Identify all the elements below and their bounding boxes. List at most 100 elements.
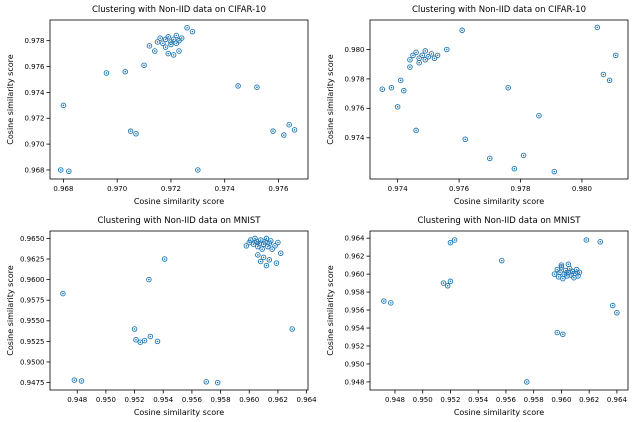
data-point-center [135, 338, 137, 341]
data-point-center [433, 57, 436, 60]
data-point-center [279, 252, 282, 255]
data-point-center [556, 268, 559, 271]
data-point [410, 52, 416, 59]
data-point [71, 377, 78, 383]
data-point [413, 127, 419, 134]
data-point-center [564, 269, 567, 272]
data-point [162, 44, 169, 50]
data-point-center [409, 66, 411, 68]
y-tick-label: 0.9600 [20, 276, 45, 284]
data-point [269, 246, 275, 252]
data-point-center [154, 50, 156, 52]
data-point [560, 331, 566, 338]
data-point [152, 48, 158, 54]
y-tick-label: 0.9575 [20, 297, 45, 305]
x-tick-label: 0.978 [510, 185, 530, 193]
x-tick-label: 0.950 [413, 396, 433, 404]
data-point [146, 43, 153, 49]
data-point [444, 283, 451, 289]
data-point-center [252, 243, 255, 245]
data-point [286, 121, 292, 128]
data-point-center [259, 239, 262, 241]
data-point [157, 35, 163, 41]
y-tick-label: 0.9500 [20, 358, 45, 366]
x-tick-label: 0.980 [572, 185, 592, 193]
y-tick-label: 0.9650 [20, 235, 45, 243]
data-point [168, 41, 174, 48]
data-point [184, 25, 190, 31]
y-tick-label: 0.9475 [20, 379, 45, 387]
data-point-center [293, 129, 296, 131]
data-point-center [135, 132, 137, 135]
data-point-center [156, 41, 159, 43]
data-point [505, 84, 511, 91]
data-point-center [421, 54, 424, 57]
data-point-center [68, 170, 70, 173]
y-tick-label: 0.978 [344, 75, 364, 83]
data-point [440, 280, 447, 286]
y-tick-label: 0.976 [344, 105, 365, 113]
data-point-center [272, 130, 274, 132]
y-tick-label: 0.962 [344, 253, 364, 261]
x-tick-label: 0.974 [215, 185, 236, 193]
data-point [576, 269, 583, 276]
data-point-center [599, 240, 602, 243]
data-point [272, 243, 278, 249]
plot-title: Clustering with Non-IID data on CIFAR-10 [92, 5, 266, 15]
data-point-center [275, 262, 278, 264]
data-point-center [164, 46, 167, 48]
data-point [606, 77, 613, 84]
data-point [141, 337, 148, 344]
y-tick-label: 0.968 [24, 166, 44, 174]
data-point-center [178, 50, 180, 52]
data-point [254, 84, 260, 90]
data-point-center [167, 36, 170, 38]
data-point [388, 84, 395, 91]
data-point [141, 62, 147, 68]
x-tick-label: 0.954 [153, 396, 174, 404]
data-point-center [424, 58, 427, 61]
data-point [388, 300, 394, 306]
data-point-center [197, 169, 199, 171]
y-axis-label: Cosine similarity score [6, 265, 15, 356]
data-point-center [559, 271, 561, 274]
data-point [523, 379, 530, 385]
data-point-center [585, 239, 588, 241]
data-point-center [265, 237, 268, 240]
data-point [281, 132, 287, 138]
data-point-center [191, 30, 194, 33]
data-point [161, 256, 168, 262]
data-point-center [418, 61, 420, 64]
data-point-center [418, 57, 420, 60]
data-point-center [446, 284, 449, 287]
data-point-center [258, 242, 261, 245]
data-point-center [245, 245, 248, 247]
x-tick-label: 0.950 [96, 396, 116, 404]
data-point [133, 131, 139, 137]
data-point-center [442, 282, 445, 284]
x-axis-label: Cosine similarity score [453, 197, 545, 206]
data-point-center [396, 106, 399, 108]
data-point-center [453, 239, 456, 241]
data-point [487, 155, 493, 162]
data-point-center [175, 42, 178, 45]
y-tick-label: 0.950 [344, 360, 364, 368]
x-tick-label: 0.970 [107, 185, 127, 193]
data-point [447, 278, 454, 285]
data-point [165, 50, 171, 57]
data-point-center [291, 328, 294, 330]
data-point-center [265, 264, 268, 267]
data-point-center [62, 292, 64, 295]
y-axis-label: Cosine similarity score [326, 54, 335, 145]
data-point-center [563, 273, 565, 275]
data-point [422, 57, 429, 63]
data-point [131, 326, 138, 332]
data-point [413, 49, 419, 56]
x-tick-label: 0.960 [239, 396, 259, 404]
data-point-center [488, 157, 491, 160]
y-tick-label: 0.978 [24, 37, 44, 45]
data-point-center [596, 26, 599, 29]
data-point [614, 309, 620, 316]
data-point [60, 290, 66, 297]
data-point-center [560, 264, 563, 266]
